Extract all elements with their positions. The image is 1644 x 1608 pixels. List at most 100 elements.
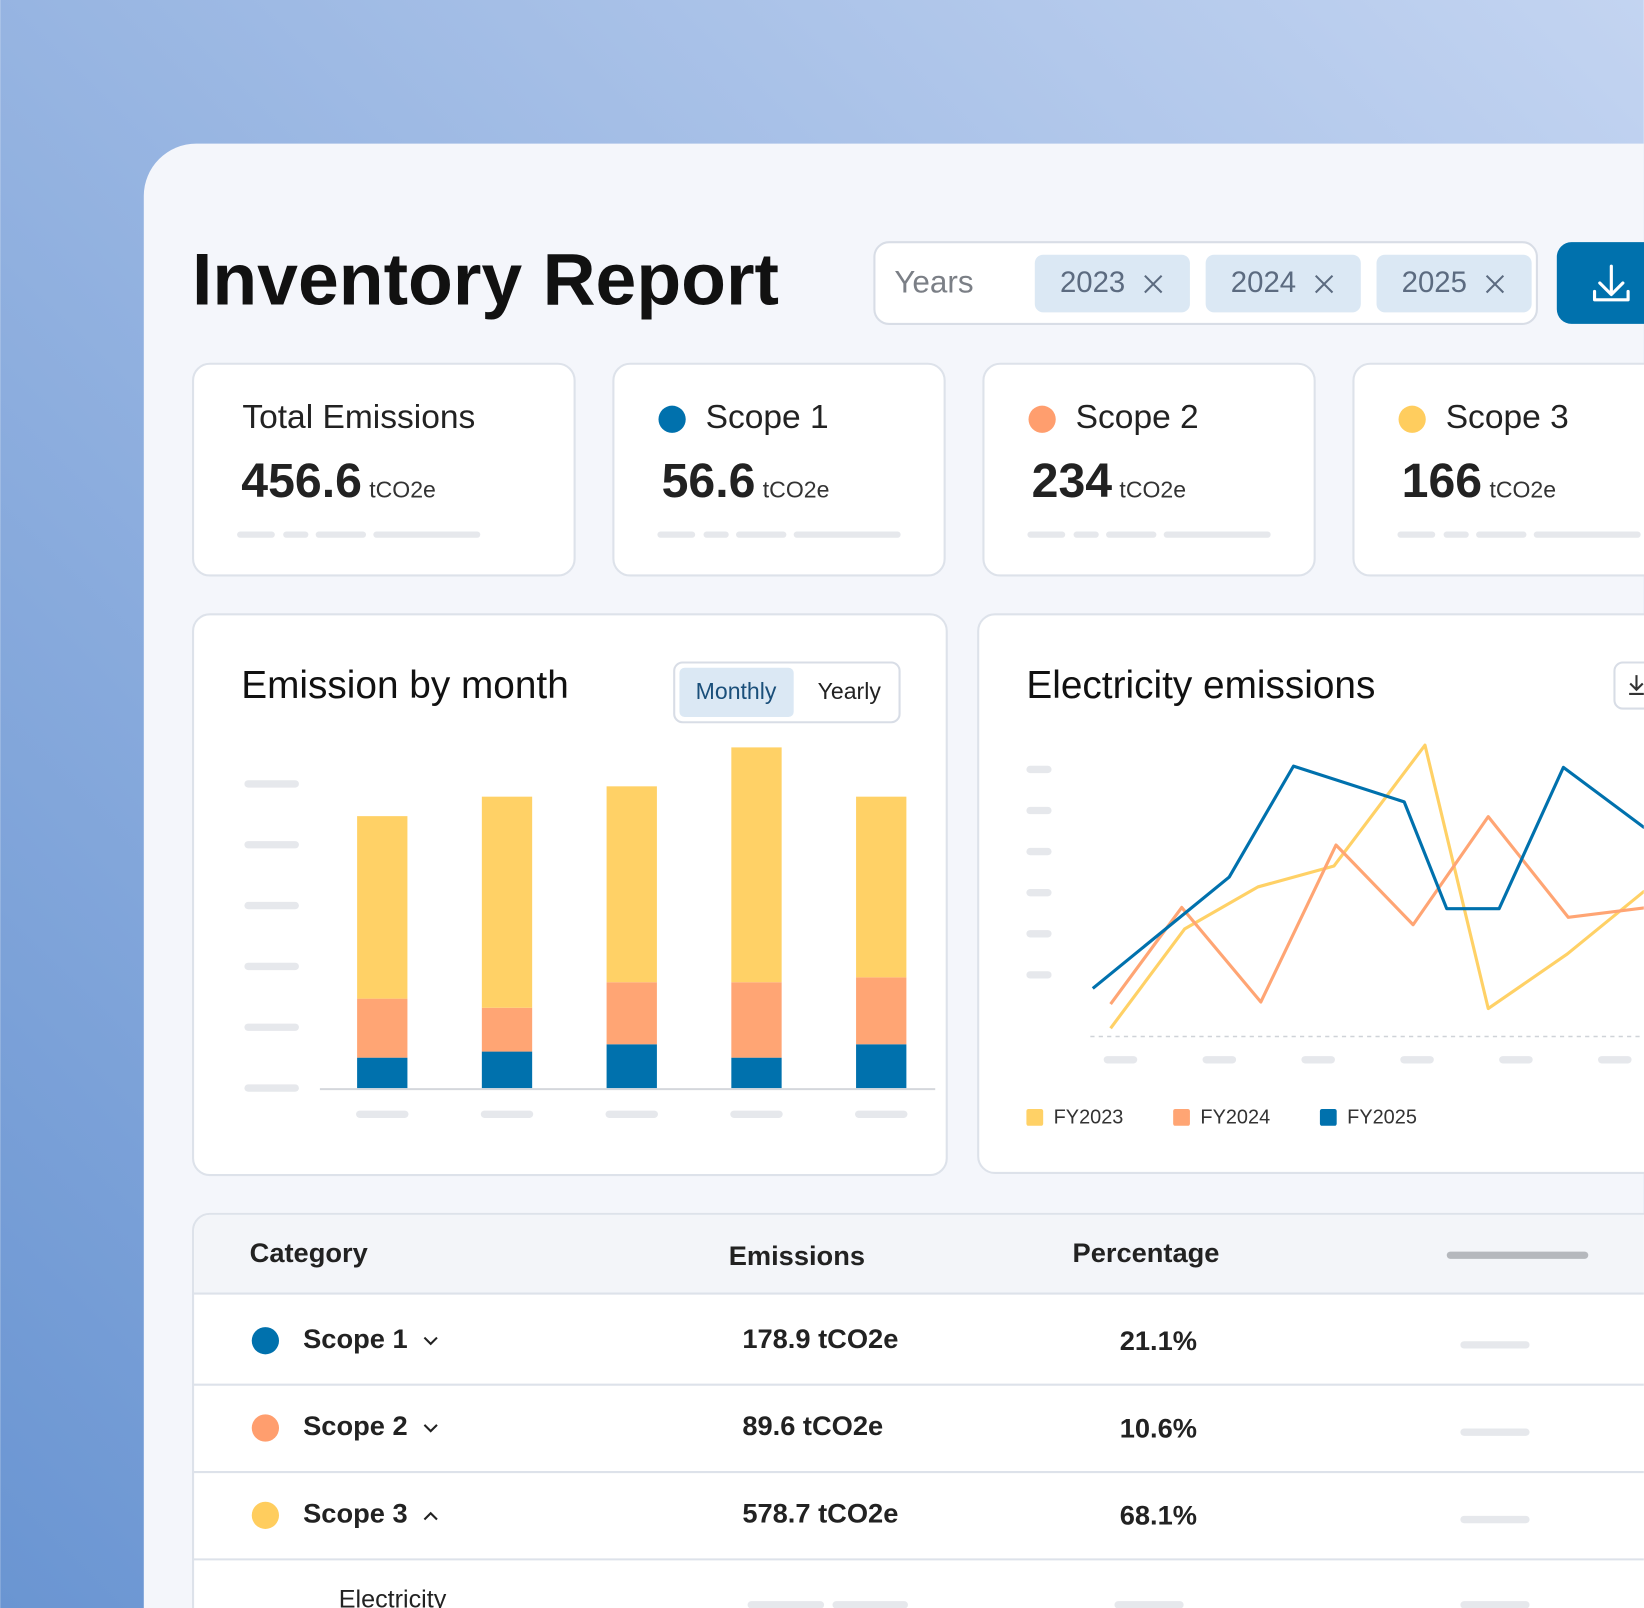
- x-tick-placeholder: [605, 1110, 658, 1118]
- x-tick-placeholder: [1301, 1056, 1335, 1064]
- kpi-card: [612, 362, 946, 577]
- placeholder: [315, 531, 367, 538]
- bar-segment: [731, 1057, 782, 1089]
- placeholder: [373, 531, 481, 538]
- emissions: 178.9 tCO2e: [742, 1323, 898, 1354]
- kpi-label: Total Emissions: [242, 399, 475, 436]
- bar-segment: [481, 1051, 533, 1089]
- placeholder: [736, 531, 787, 538]
- bar-segment: [731, 982, 782, 1058]
- chart-title: Electricity emissions: [1026, 664, 1375, 707]
- placeholder: [1027, 531, 1066, 538]
- percentage: 68.1%: [1120, 1500, 1197, 1531]
- percentage: 21.1%: [1120, 1325, 1197, 1356]
- scope-dot: [658, 405, 686, 433]
- placeholder: [1476, 531, 1527, 538]
- placeholder: [1460, 1601, 1530, 1608]
- category-name: Scope 1: [303, 1323, 408, 1354]
- placeholder: [1443, 531, 1469, 538]
- kpi-unit: tCO2e: [1119, 477, 1186, 503]
- toggle-selected: [679, 667, 794, 717]
- chip-label: 2024: [1231, 266, 1296, 299]
- placeholder: [793, 531, 901, 538]
- scope-dot: [251, 1414, 280, 1442]
- percentage: 10.6%: [1120, 1412, 1197, 1443]
- y-tick-placeholder: [244, 901, 299, 910]
- year-chip[interactable]: [1205, 254, 1361, 313]
- legend-swatch: [1173, 1109, 1190, 1126]
- emissions: 89.6 tCO2e: [742, 1410, 883, 1441]
- placeholder: [1397, 531, 1436, 538]
- expand-chevron[interactable]: [423, 1511, 438, 1521]
- subcategory-name: Electricity: [339, 1585, 447, 1608]
- kpi-label: Scope 3: [1446, 399, 1569, 436]
- expand-chevron[interactable]: [423, 1336, 438, 1346]
- placeholder: [1533, 531, 1641, 538]
- placeholder: [1106, 531, 1157, 538]
- placeholder: [1460, 1341, 1530, 1349]
- bar-segment: [357, 816, 408, 999]
- toggle-option[interactable]: Monthly: [696, 678, 777, 704]
- page-title: Inventory Report: [192, 238, 779, 320]
- placeholder: [1446, 1251, 1589, 1259]
- y-tick-placeholder: [244, 780, 299, 788]
- line-series: [1109, 743, 1644, 1030]
- year-chip[interactable]: [1034, 254, 1190, 313]
- chip-label: 2023: [1060, 266, 1125, 299]
- legend-label: FY2024: [1200, 1107, 1270, 1129]
- y-tick-placeholder: [244, 841, 299, 849]
- toggle-option[interactable]: Yearly: [818, 678, 882, 704]
- legend-label: FY2025: [1347, 1107, 1417, 1129]
- x-tick-placeholder: [480, 1110, 534, 1118]
- kpi-value: 56.6: [662, 454, 756, 508]
- y-tick-placeholder: [244, 1023, 299, 1031]
- kpi-unit: tCO2e: [763, 477, 830, 503]
- y-tick-placeholder: [1026, 889, 1052, 897]
- chart-download[interactable]: [1613, 661, 1644, 710]
- y-tick-placeholder: [1026, 971, 1052, 979]
- bar-segment: [731, 747, 782, 983]
- x-tick-placeholder: [1400, 1056, 1434, 1064]
- kpi-unit: tCO2e: [369, 477, 436, 503]
- x-tick-placeholder: [1202, 1056, 1237, 1064]
- chip-label: 2025: [1402, 266, 1467, 299]
- category-name: Scope 2: [303, 1410, 408, 1441]
- bar-segment: [606, 982, 657, 1045]
- remove-icon[interactable]: [1314, 274, 1334, 294]
- y-tick-placeholder: [1026, 806, 1052, 815]
- scope-dot: [251, 1501, 280, 1529]
- year-chip[interactable]: [1376, 254, 1532, 313]
- y-tick-placeholder: [1026, 930, 1052, 938]
- table: [192, 1212, 1644, 1608]
- kpi-label: Scope 1: [706, 399, 829, 436]
- bar-segment: [481, 796, 533, 1008]
- remove-icon[interactable]: [1144, 274, 1163, 294]
- placeholder: [1114, 1601, 1184, 1608]
- x-tick-placeholder: [1103, 1056, 1138, 1064]
- placeholder: [1460, 1515, 1530, 1524]
- remove-icon[interactable]: [1485, 274, 1505, 294]
- emissions: 578.7 tCO2e: [742, 1498, 898, 1529]
- bar-segment: [856, 796, 907, 978]
- bar-segment: [357, 1057, 408, 1089]
- table-header: [194, 1214, 1644, 1294]
- download-icon: [1629, 675, 1644, 695]
- placeholder: [703, 531, 729, 538]
- bar-segment: [606, 1044, 657, 1089]
- line-series: [1109, 815, 1644, 1005]
- x-tick-placeholder: [1598, 1056, 1632, 1064]
- expand-chevron[interactable]: [423, 1424, 438, 1433]
- bar-segment: [357, 998, 408, 1058]
- bar-segment: [856, 977, 907, 1045]
- column-header: Percentage: [1073, 1237, 1220, 1268]
- line-series: [1091, 764, 1644, 990]
- kpi-label: Scope 2: [1076, 399, 1199, 436]
- column-header: Emissions: [729, 1240, 865, 1271]
- placeholder: [747, 1601, 825, 1608]
- kpi-unit: tCO2e: [1489, 477, 1556, 503]
- bar-segment: [606, 786, 657, 983]
- bar-segment: [481, 1007, 533, 1052]
- y-tick-placeholder: [244, 962, 299, 971]
- legend-swatch: [1026, 1109, 1044, 1126]
